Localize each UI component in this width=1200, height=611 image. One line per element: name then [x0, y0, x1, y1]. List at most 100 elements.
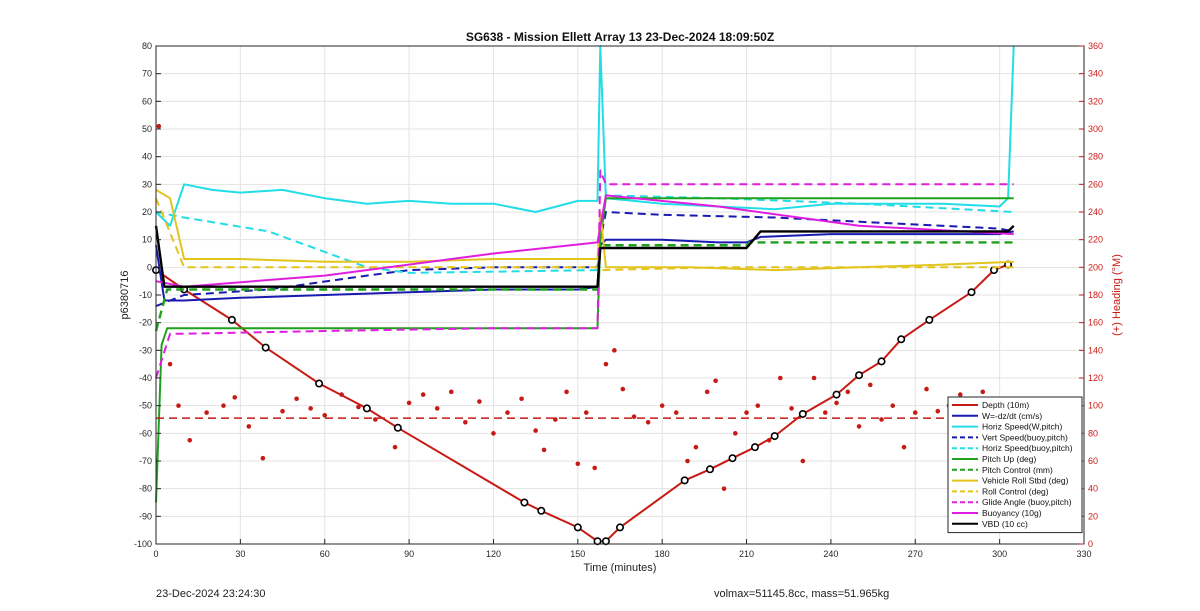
y2-tick-label: 340 [1088, 69, 1103, 79]
heading-point [603, 361, 609, 367]
depth-marker [897, 335, 906, 344]
y2-tick-label: 280 [1088, 152, 1103, 162]
heading-point [392, 444, 398, 450]
heading-point [935, 408, 941, 414]
y-tick-label: -50 [139, 401, 152, 411]
y2-tick-label: 40 [1088, 484, 1098, 494]
heading-point [800, 458, 806, 464]
heading-point [645, 419, 651, 425]
depth-marker [832, 390, 841, 399]
x-tick-label: 0 [153, 549, 158, 559]
y-tick-label: 20 [142, 207, 152, 217]
heading-point [693, 444, 699, 450]
legend-label: Depth (10m) [982, 400, 1029, 410]
legend-box [947, 396, 1083, 534]
heading-point [744, 410, 749, 415]
footer-timestamp: 23-Dec-2024 23:24:30 [156, 588, 266, 600]
y-tick-label: 60 [142, 96, 152, 106]
legend-label: Vehicle Roll Stbd (deg) [982, 476, 1069, 486]
y2-tick-label: 20 [1088, 511, 1098, 521]
y2-tick-label: 80 [1088, 428, 1098, 438]
y2-tick-label: 220 [1088, 235, 1103, 245]
heading-point [789, 406, 794, 411]
y-tick-label: 30 [142, 179, 152, 189]
heading-point [777, 375, 783, 381]
depth-marker [227, 315, 236, 324]
heading-point [294, 396, 299, 402]
y-tick-label: -30 [139, 345, 152, 355]
heading-point [280, 408, 285, 414]
heading-point [612, 348, 617, 353]
series-roll [155, 189, 1014, 272]
heading-point [912, 410, 918, 415]
y2-axis-label: (+) Heading (°M) [1111, 254, 1123, 336]
y-tick-label: 40 [142, 152, 152, 162]
legend-label: Vert Speed(buoy,pitch) [982, 432, 1068, 442]
x-tick-label: 270 [908, 549, 923, 559]
y-tick-label: -90 [139, 511, 152, 521]
y2-tick-label: 300 [1088, 124, 1103, 134]
y2-tick-label: 60 [1088, 456, 1098, 466]
heading-point [533, 428, 538, 433]
depth-marker [520, 498, 529, 507]
depth-marker [573, 523, 582, 532]
depth-marker [615, 523, 624, 532]
y-tick-label: -80 [139, 484, 152, 494]
depth-marker [925, 315, 934, 324]
x-tick-label: 180 [655, 549, 670, 559]
y2-tick-label: 320 [1088, 96, 1103, 106]
y2-tick-label: 240 [1088, 207, 1103, 217]
depth-marker [537, 506, 546, 515]
heading-point [448, 389, 454, 395]
heading-point [308, 406, 313, 411]
y-axis-label: p6380716 [119, 271, 131, 320]
x-tick-label: 150 [570, 549, 585, 559]
heading-point [356, 404, 361, 410]
heading-point [505, 410, 510, 415]
heading-point [260, 455, 266, 461]
heading-point [890, 403, 896, 408]
depth-marker [728, 454, 737, 463]
heading-point [713, 378, 718, 384]
heading-point [592, 465, 597, 471]
legend-label: Roll Control (deg) [982, 486, 1049, 496]
depth-marker [393, 423, 402, 432]
heading-point [867, 382, 873, 388]
heading-point [553, 417, 558, 422]
depth-marker [362, 404, 371, 413]
depth-marker [750, 443, 759, 452]
x-axis-label: Time (minutes) [584, 562, 657, 574]
heading-point [420, 392, 426, 397]
legend-label: Glide Angle (buoy,pitch) [982, 497, 1072, 507]
heading-point [187, 437, 193, 443]
heading-point [463, 419, 468, 425]
y2-tick-label: 120 [1088, 373, 1103, 383]
depth-marker [855, 371, 864, 380]
heading-point [519, 396, 524, 402]
y-tick-label: -60 [139, 428, 152, 438]
heading-point [673, 410, 679, 415]
heading-point [373, 417, 378, 422]
y-tick-label: -20 [139, 318, 152, 328]
heading-point [704, 389, 710, 395]
heading-point [721, 486, 727, 491]
depth-marker [798, 409, 807, 418]
heading-point [232, 395, 238, 400]
heading-point [957, 392, 963, 397]
heading-point [811, 375, 817, 381]
heading-point [575, 461, 581, 467]
heading-point [167, 361, 173, 367]
heading-point [685, 458, 690, 464]
legend-label: Horiz Speed(W,pitch) [982, 422, 1062, 432]
heading-point [477, 399, 482, 404]
series-horiz-speed [155, 45, 1015, 227]
y2-tick-label: 180 [1088, 290, 1103, 300]
depth-marker [967, 288, 976, 297]
y2-tick-label: 140 [1088, 345, 1103, 355]
heading-point [491, 431, 496, 436]
x-tick-label: 300 [992, 549, 1007, 559]
heading-point [322, 413, 328, 418]
heading-point [246, 424, 252, 429]
x-tick-label: 30 [235, 549, 245, 559]
